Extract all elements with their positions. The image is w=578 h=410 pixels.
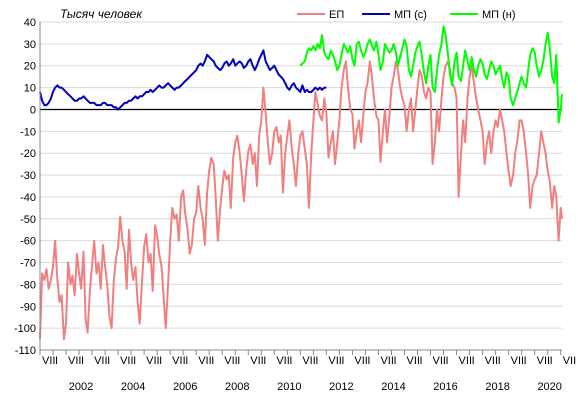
x-month-label: I: [315, 355, 318, 367]
legend-label: ЕП: [329, 9, 344, 21]
x-month-label: I: [498, 355, 501, 367]
x-month-label: VII: [537, 355, 550, 367]
x-month-label: VII: [42, 355, 55, 367]
x-month-label: VII: [172, 355, 185, 367]
x-month-label: I: [550, 355, 553, 367]
x-year-label: 2008: [225, 381, 249, 393]
x-year-label: 2010: [277, 381, 301, 393]
y-tick-label: -10: [20, 126, 36, 138]
x-month-label: I: [159, 355, 162, 367]
x-month-label: I: [133, 355, 136, 367]
x-month-label: I: [341, 355, 344, 367]
x-year-label: 2016: [433, 381, 457, 393]
x-month-label: I: [472, 355, 475, 367]
legend-label: МП (н): [482, 9, 516, 21]
y-tick-label: 10: [24, 83, 36, 95]
x-month-label: VII: [224, 355, 237, 367]
legend-label: МП (с): [394, 9, 427, 21]
x-month-label: I: [81, 355, 84, 367]
x-month-label: VII: [302, 355, 315, 367]
y-tick-label: -50: [20, 214, 36, 226]
x-month-label: VII: [511, 355, 524, 367]
x-month-label: VII: [120, 355, 133, 367]
x-month-label: VII: [406, 355, 419, 367]
x-month-label: VII: [433, 355, 446, 367]
x-year-label: 2012: [329, 381, 353, 393]
y-tick-label: 40: [24, 17, 36, 29]
y-tick-label: -60: [20, 236, 36, 248]
y-tick-label: -90: [20, 301, 36, 313]
y-axis: 40 30 20 10 0 -10 -20 -30 -40 -50 -60 -70 -80 -90 -100…: [14, 17, 41, 357]
y-tick-label: -80: [20, 279, 36, 291]
x-month-label: I: [289, 355, 292, 367]
y-tick-label: -20: [20, 148, 36, 160]
y-tick-label: -110: [15, 345, 36, 357]
x-month-label: I: [211, 355, 214, 367]
x-month-label: VII: [94, 355, 107, 367]
series-lines: [39, 25, 563, 341]
x-month-label: VII: [328, 355, 341, 367]
series-line-1: [39, 60, 563, 341]
x-month-label: I: [446, 355, 449, 367]
x-year-label: 2020: [537, 381, 561, 393]
y-axis-title: Тысяч человек: [60, 7, 143, 21]
y-tick-label: -100: [14, 323, 36, 335]
x-month-label: VII: [354, 355, 367, 367]
x-year-label: 2018: [485, 381, 509, 393]
x-month-label: I: [185, 355, 188, 367]
x-month-label: I: [393, 355, 396, 367]
x-month-label: VII: [250, 355, 263, 367]
series-line-3: [299, 25, 563, 124]
x-month-label: VII: [276, 355, 289, 367]
legend: ЕП МП (с) МП (н): [297, 9, 516, 21]
x-month-label: VII: [380, 355, 393, 367]
x-month-label: VII: [198, 355, 211, 367]
y-tick-label: 30: [24, 39, 36, 51]
y-tick-label: 20: [24, 61, 36, 73]
x-month-label: I: [367, 355, 370, 367]
y-tick-label: -40: [20, 192, 36, 204]
x-year-label: 2002: [69, 381, 93, 393]
x-month-label: I: [107, 355, 110, 367]
x-month-label: I: [524, 355, 527, 367]
x-month-label: VII: [563, 355, 576, 367]
x-month-label: I: [263, 355, 266, 367]
y-tick-label: 0: [30, 104, 36, 116]
series-line-2: [39, 49, 327, 111]
x-axis: VII I VII I VII I VII I VII I VII I VII I VII I VII I VII I…: [39, 349, 576, 393]
x-month-label: I: [420, 355, 423, 367]
x-month-label: VII: [485, 355, 498, 367]
y-tick-label: -30: [20, 170, 36, 182]
x-month-label: VII: [68, 355, 81, 367]
x-year-label: 2014: [381, 381, 405, 393]
x-month-label: I: [55, 355, 58, 367]
x-month-label: VII: [459, 355, 472, 367]
y-tick-label: -70: [20, 258, 36, 270]
x-year-label: 2004: [121, 381, 145, 393]
x-month-label: VII: [146, 355, 159, 367]
x-month-label: I: [237, 355, 240, 367]
x-year-label: 2006: [173, 381, 197, 393]
